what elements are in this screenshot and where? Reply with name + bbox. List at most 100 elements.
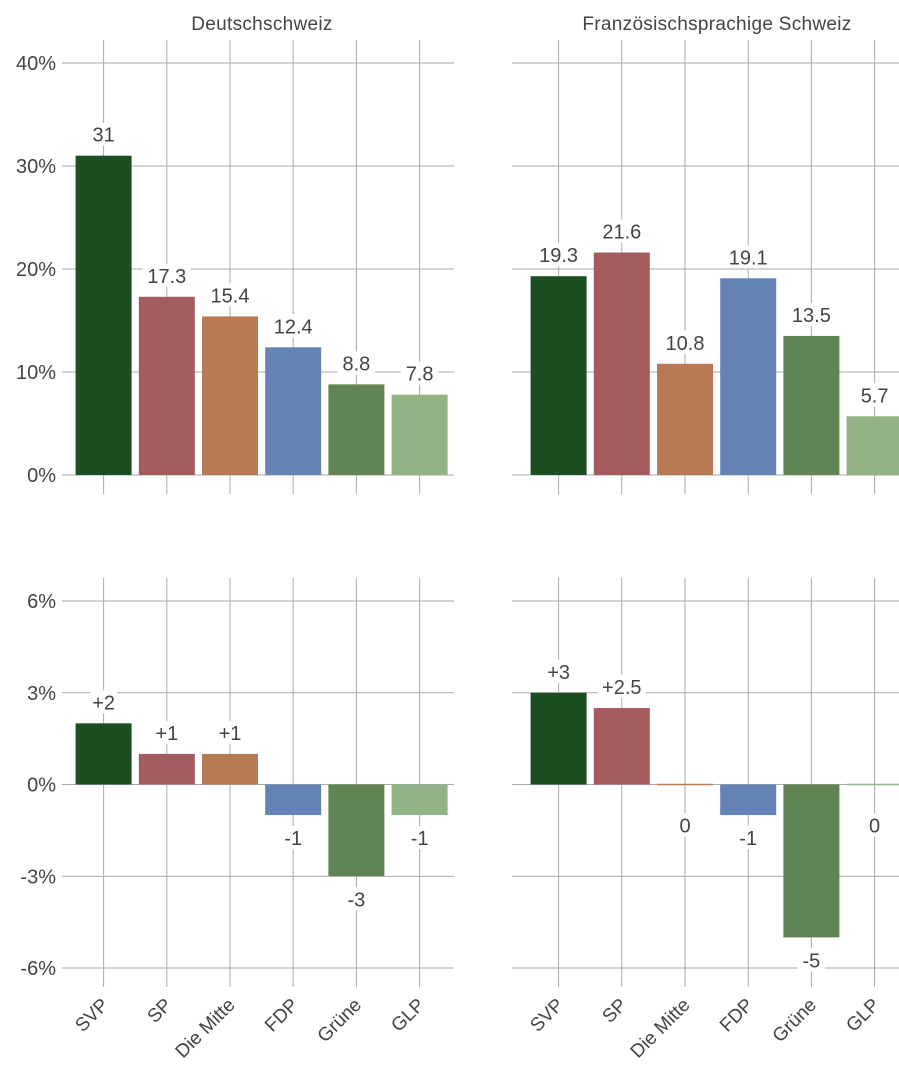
value-label-background	[734, 826, 762, 850]
value-label-background	[206, 283, 254, 307]
value-label-background	[406, 826, 434, 850]
value-label-fdp: 12.4	[274, 316, 313, 338]
value-label-background	[90, 690, 118, 714]
panel-title: Deutschschweiz	[191, 14, 332, 35]
value-label-background	[269, 314, 318, 338]
value-label-background	[787, 302, 836, 326]
value-label-glp: 0	[869, 816, 880, 838]
bar-sp	[138, 296, 195, 475]
value-label-grüne: 13.5	[792, 305, 831, 327]
bar-fdp	[265, 784, 322, 816]
value-label-die-mitte: +1	[219, 723, 242, 745]
value-label-svp: +2	[92, 692, 115, 714]
value-label-background	[153, 720, 181, 744]
x-tick-label-glp: GLP	[842, 995, 884, 1037]
value-label-background	[337, 351, 376, 375]
y-tick-label: -6%	[20, 958, 56, 980]
y-tick-label: -3%	[20, 866, 56, 888]
x-tick-label-grüne: Grüne	[769, 995, 821, 1047]
value-label-background	[545, 659, 573, 683]
bar-fdp	[265, 347, 322, 475]
value-label-svp: +3	[547, 662, 570, 684]
value-label-background	[216, 720, 244, 744]
value-label-grüne: -5	[803, 950, 821, 972]
value-label-background	[661, 330, 709, 354]
value-label-grüne: -3	[348, 889, 366, 911]
x-tick-label-svp: SVP	[71, 995, 113, 1037]
value-label-svp: 31	[92, 125, 114, 147]
value-label-svp: 19.3	[539, 245, 578, 267]
y-tick-label: 0%	[27, 775, 56, 797]
bar-svp	[75, 155, 132, 475]
y-tick-label: 3%	[27, 683, 56, 705]
y-tick-label: 30%	[16, 156, 56, 178]
bar-fdp	[720, 278, 777, 475]
bar-svp	[75, 723, 132, 785]
y-tick-label: 6%	[27, 591, 56, 613]
value-label-fdp: -1	[284, 828, 302, 850]
x-tick-label-svp: SVP	[526, 995, 568, 1037]
bar-fdp	[720, 784, 777, 816]
value-label-background	[866, 813, 883, 837]
value-label-background	[724, 245, 773, 269]
x-tick-label-grüne: Grüne	[314, 995, 366, 1047]
value-label-glp: 7.8	[406, 364, 434, 386]
bar-glp	[391, 784, 448, 816]
bar-sp	[593, 252, 650, 475]
bar-svp	[530, 692, 587, 785]
x-tick-label-die-mitte: Die Mitte	[172, 995, 240, 1063]
x-tick-label-sp: SP	[144, 995, 177, 1028]
bar-sp	[593, 708, 650, 785]
y-tick-label: 10%	[16, 362, 56, 384]
value-label-background	[534, 243, 583, 267]
bar-grüne	[328, 384, 385, 475]
value-label-sp: +1	[155, 723, 178, 745]
value-label-die-mitte: 10.8	[666, 333, 705, 355]
x-tick-label-fdp: FDP	[261, 995, 303, 1037]
x-tick-label-fdp: FDP	[716, 995, 758, 1037]
value-label-background	[676, 813, 694, 837]
value-label-background	[597, 219, 646, 243]
value-label-die-mitte: 15.4	[211, 285, 250, 307]
bar-die-mitte	[657, 783, 713, 786]
value-label-glp: 5.7	[861, 385, 889, 407]
value-label-background	[855, 383, 894, 407]
x-tick-label-die-mitte: Die Mitte	[627, 995, 695, 1063]
value-label-background	[597, 675, 646, 699]
value-label-sp: 21.6	[602, 222, 641, 244]
bar-grüne	[783, 335, 840, 475]
x-tick-label-sp: SP	[599, 995, 632, 1028]
bar-glp	[846, 783, 899, 786]
bar-sp	[138, 753, 195, 785]
value-label-background	[279, 826, 307, 850]
y-tick-label: 0%	[27, 465, 56, 487]
value-label-sp: 17.3	[147, 266, 186, 288]
value-label-background	[142, 263, 191, 287]
bar-die-mitte	[202, 316, 258, 475]
x-tick-label-glp: GLP	[387, 995, 429, 1037]
value-label-background	[797, 948, 825, 972]
panel-2: Französischsprachige Schweiz 19.3 21.6 10.8…	[512, 14, 899, 494]
value-label-fdp: 19.1	[729, 247, 768, 269]
y-tick-label: 40%	[16, 53, 56, 75]
value-label-grüne: 8.8	[342, 353, 370, 375]
value-label-background	[90, 122, 118, 146]
value-label-background	[400, 361, 439, 385]
value-label-die-mitte: 0	[679, 816, 690, 838]
bar-svp	[530, 276, 587, 475]
value-label-sp: +2.5	[602, 677, 641, 699]
value-label-fdp: -1	[739, 828, 757, 850]
bar-die-mitte	[657, 363, 713, 475]
bar-grüne	[328, 784, 385, 877]
value-label-glp: -1	[411, 828, 429, 850]
panel-1: Deutschschweiz 0% 10% 20% 30% 40% 31 17.3 15.4 12…	[16, 14, 454, 494]
y-tick-label: 20%	[16, 259, 56, 281]
value-label-background	[342, 887, 370, 911]
bar-glp	[391, 394, 448, 475]
panel-title: Französischsprachige Schweiz	[582, 14, 851, 35]
bar-glp	[846, 416, 899, 475]
bar-grüne	[783, 784, 840, 938]
